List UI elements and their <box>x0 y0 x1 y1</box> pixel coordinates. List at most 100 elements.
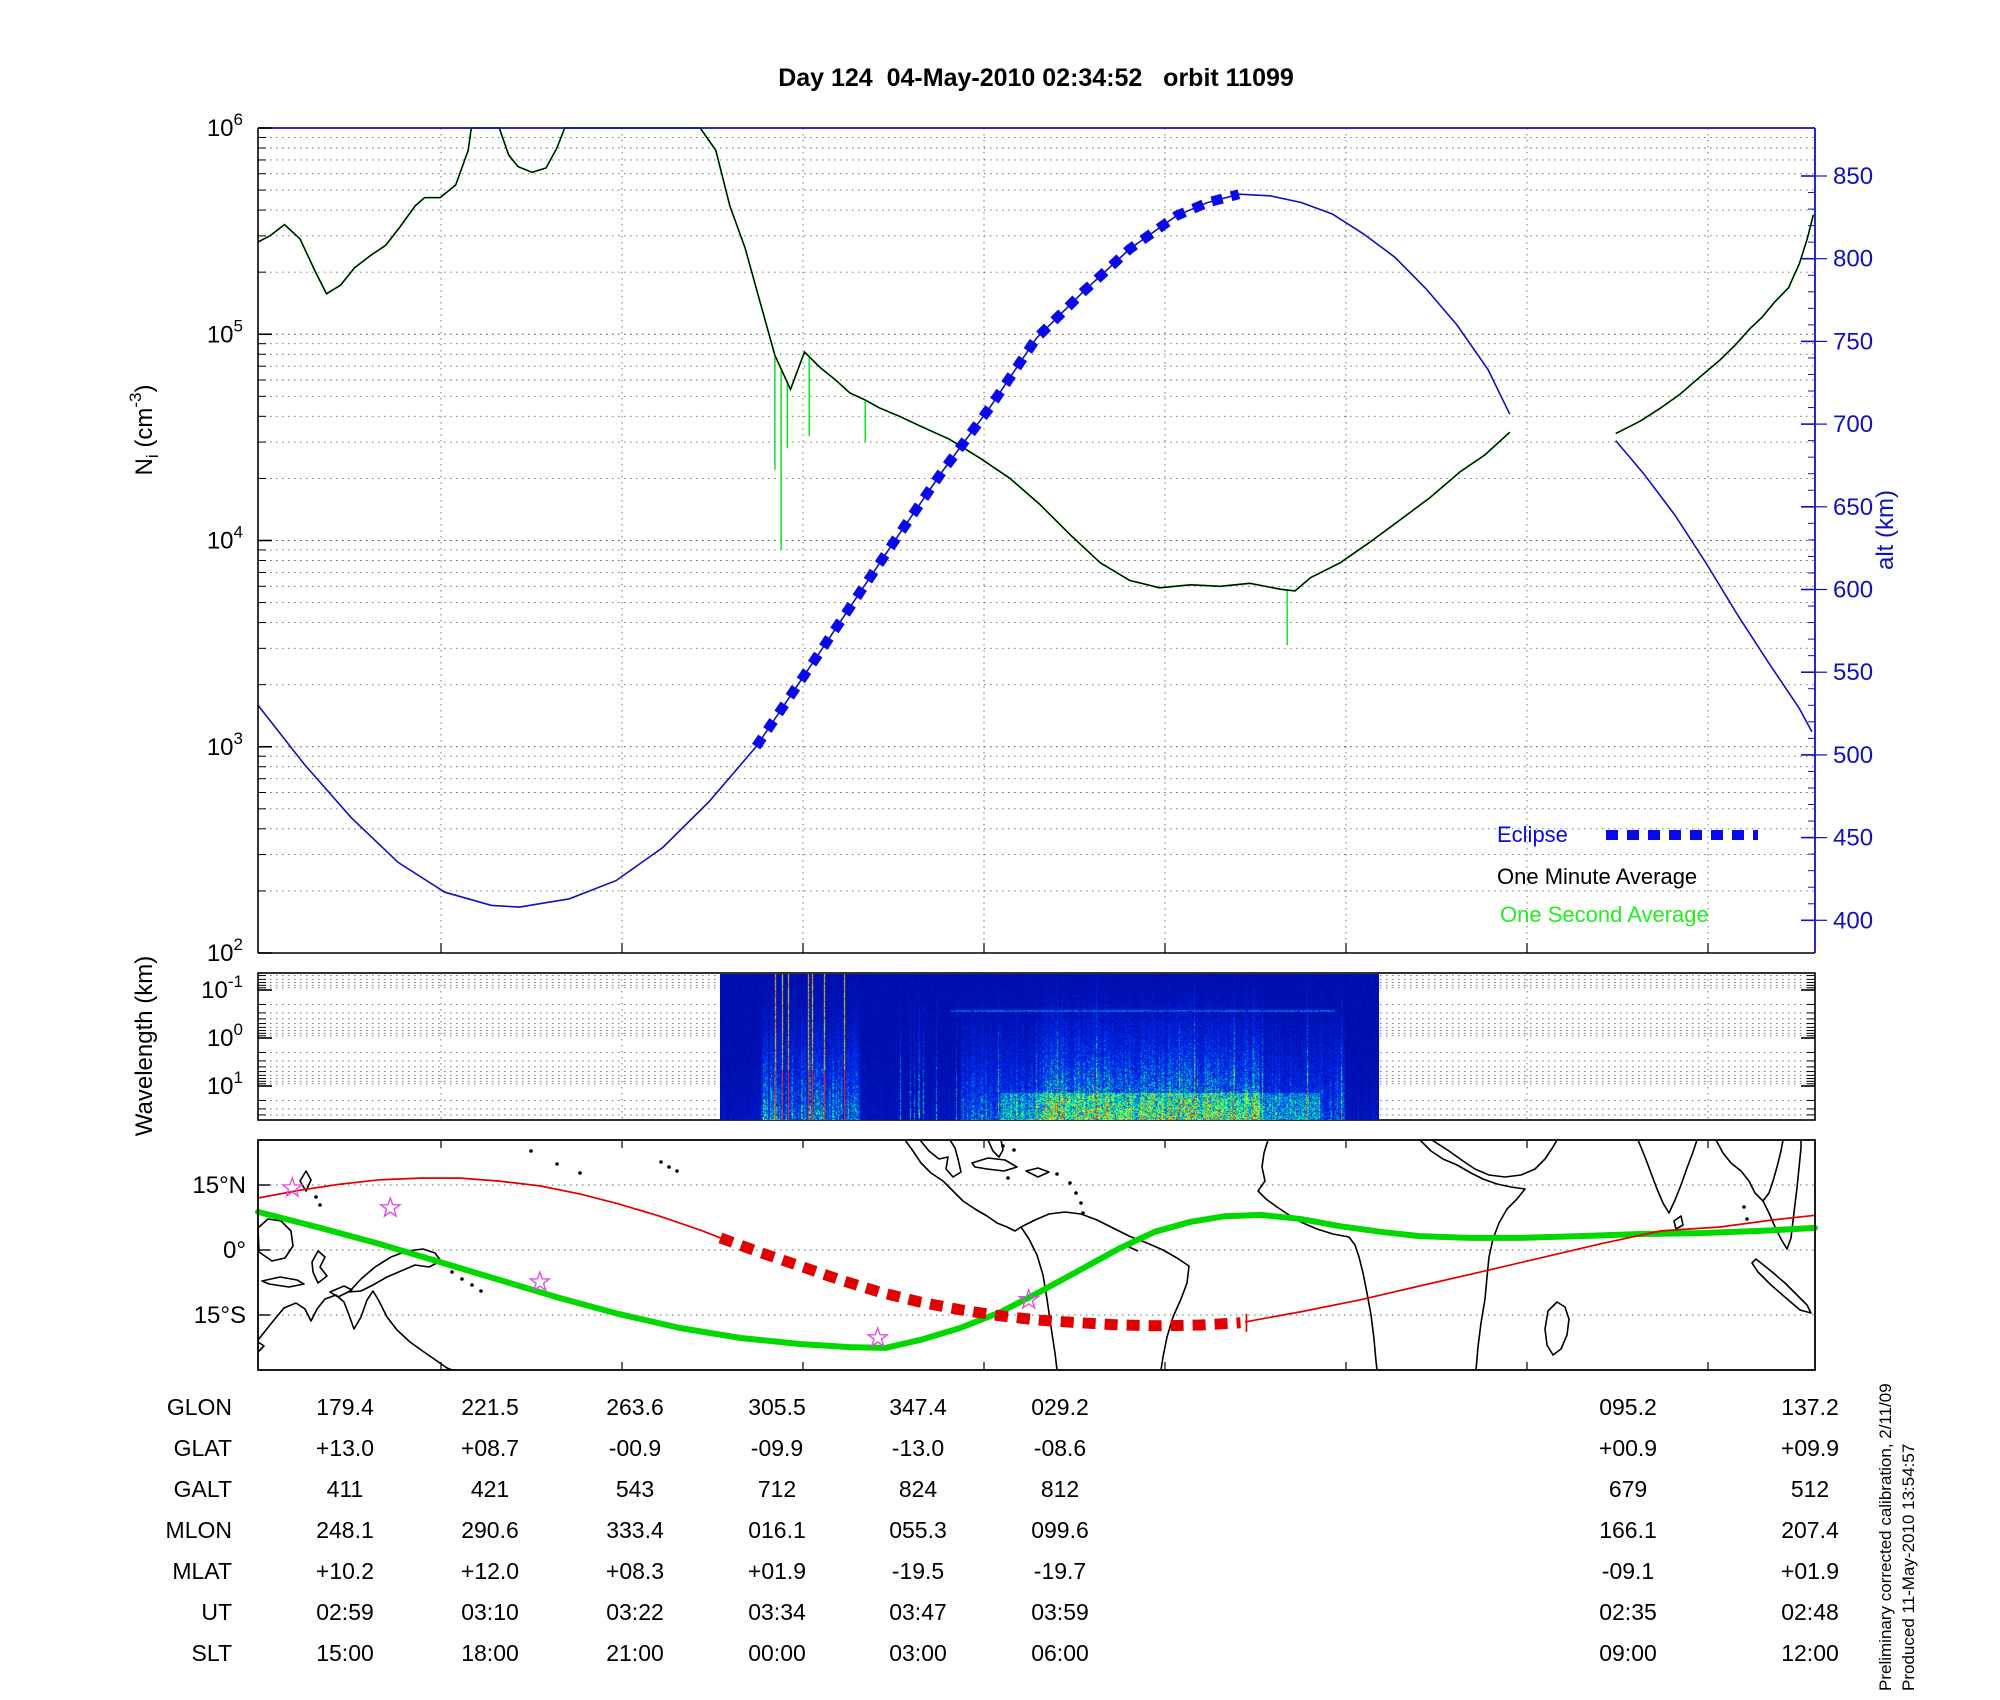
table-cell: 055.3 <box>889 1517 947 1543</box>
table-cell: +13.0 <box>315 1435 375 1461</box>
coastline <box>1257 1139 1378 1371</box>
table-cell: 166.1 <box>1599 1517 1657 1543</box>
table-cell: 095.2 <box>1599 1394 1657 1420</box>
table-cell: 099.6 <box>1031 1517 1089 1543</box>
density-axis-label: Ni (cm-3) <box>126 385 162 476</box>
eclipse-dash-marker-icon <box>1605 830 1758 840</box>
island-dot <box>460 1277 464 1281</box>
island-dot <box>1001 1144 1005 1148</box>
coastline <box>1419 1139 1526 1371</box>
table-cell: 03:47 <box>889 1599 947 1625</box>
station-star-icon <box>280 1175 304 1198</box>
table-cell: -09.9 <box>750 1435 804 1461</box>
spectrogram-canvas <box>720 974 1379 1120</box>
table-cell: 221.5 <box>461 1394 519 1420</box>
table-cell: 179.4 <box>316 1394 374 1420</box>
table-cell: 03:10 <box>461 1599 519 1625</box>
legend-one-second-label: One Second Average <box>1500 902 1709 927</box>
table-cell: 207.4 <box>1781 1517 1839 1543</box>
table-row-label: MLON <box>165 1517 232 1543</box>
island-dot <box>450 1270 454 1274</box>
produced-note: Produced 11-May-2010 13:54:57 <box>1899 1443 1918 1691</box>
island-dot <box>529 1149 533 1153</box>
table-cell: -19.7 <box>1033 1558 1087 1584</box>
coastline <box>1715 1139 1784 1202</box>
alt-tick-label: 400 <box>1833 907 1873 934</box>
coastline <box>257 1290 453 1371</box>
one-second-curve <box>257 127 1815 646</box>
alt-tick-label: 500 <box>1833 742 1873 769</box>
legend-item-one-minute: One Minute Average <box>1497 864 1697 890</box>
density-tick-label: 103 <box>207 729 243 761</box>
plot-element: -1 <box>228 972 243 991</box>
table-cell: 03:34 <box>748 1599 806 1625</box>
alt-tick-label: 600 <box>1833 577 1873 604</box>
table-cell: 02:48 <box>1781 1599 1839 1625</box>
table-cell: 411 <box>326 1476 364 1502</box>
plot-element <box>1615 214 1815 435</box>
island-dot <box>1068 1181 1072 1185</box>
table-row-label: SLT <box>191 1640 232 1666</box>
table-cell: +12.0 <box>460 1558 520 1584</box>
coastline <box>257 1218 294 1262</box>
density-panel <box>258 128 1815 954</box>
legend-item-one-second: One Second Average <box>1500 902 1709 928</box>
wl-tick-label: 10-1 <box>201 972 243 1004</box>
table-cell: 824 <box>898 1476 938 1502</box>
table-cell: +00.9 <box>1598 1435 1658 1461</box>
table-cell: +08.7 <box>460 1435 520 1461</box>
plot-element: 10 <box>207 528 234 555</box>
table-cell: -00.9 <box>608 1435 662 1461</box>
plot-element: 10 <box>207 1025 234 1052</box>
legend-item-eclipse: Eclipse <box>1497 822 1758 848</box>
island-dot <box>1012 1148 1016 1152</box>
island-dot <box>470 1283 474 1287</box>
table-cell: +01.9 <box>747 1558 807 1584</box>
table-cell: +09.9 <box>1780 1435 1840 1461</box>
table-cell: 421 <box>470 1476 510 1502</box>
coastline <box>257 1341 265 1353</box>
table-cell: 016.1 <box>748 1517 806 1543</box>
table-cell: 512 <box>1790 1476 1830 1502</box>
table-cell: 333.4 <box>606 1517 664 1543</box>
table-row-label: GLON <box>166 1394 232 1420</box>
table-row-label: MLAT <box>172 1558 232 1584</box>
eclipse-dashes <box>752 189 1241 750</box>
coastline <box>329 1285 353 1298</box>
table-cell: +01.9 <box>1780 1558 1840 1584</box>
coastline <box>261 1276 305 1288</box>
plot-element: 6 <box>234 110 243 129</box>
island-dot <box>659 1160 663 1164</box>
coastline <box>971 1157 1018 1172</box>
station-star-icon <box>866 1325 890 1348</box>
table-cell: 029.2 <box>1031 1394 1089 1420</box>
table-cell: 347.4 <box>889 1394 947 1420</box>
table-cell: 812 <box>1040 1476 1080 1502</box>
table-cell: 305.5 <box>748 1394 806 1420</box>
plot-element: 10 <box>207 1073 234 1100</box>
coastline <box>1673 1215 1684 1230</box>
coastline <box>311 1250 328 1284</box>
coastline <box>919 1139 962 1178</box>
orbit-track-eclipse-dashes <box>718 1232 1241 1332</box>
plot-element <box>1615 214 1815 435</box>
alt-tick-label: 700 <box>1833 411 1873 438</box>
alt-tick-label: 850 <box>1833 163 1873 190</box>
island-dot <box>578 1171 582 1175</box>
plot-element: -3 <box>126 393 145 408</box>
table-row-label: UT <box>201 1599 232 1625</box>
plot-element: i <box>143 454 162 458</box>
plot-element <box>1615 440 1813 733</box>
legend-one-minute-label: One Minute Average <box>1497 864 1698 889</box>
table-cell: 03:00 <box>889 1640 947 1666</box>
one-minute-curve <box>257 127 1815 592</box>
plot-element <box>257 127 1511 592</box>
table-cell: 03:59 <box>1031 1599 1089 1625</box>
orbit-track-sunlit <box>257 1177 721 1239</box>
plot-element: 10 <box>201 977 228 1004</box>
table-cell: -08.6 <box>1033 1435 1087 1461</box>
coastline <box>299 1170 312 1192</box>
island-dot <box>667 1165 671 1169</box>
